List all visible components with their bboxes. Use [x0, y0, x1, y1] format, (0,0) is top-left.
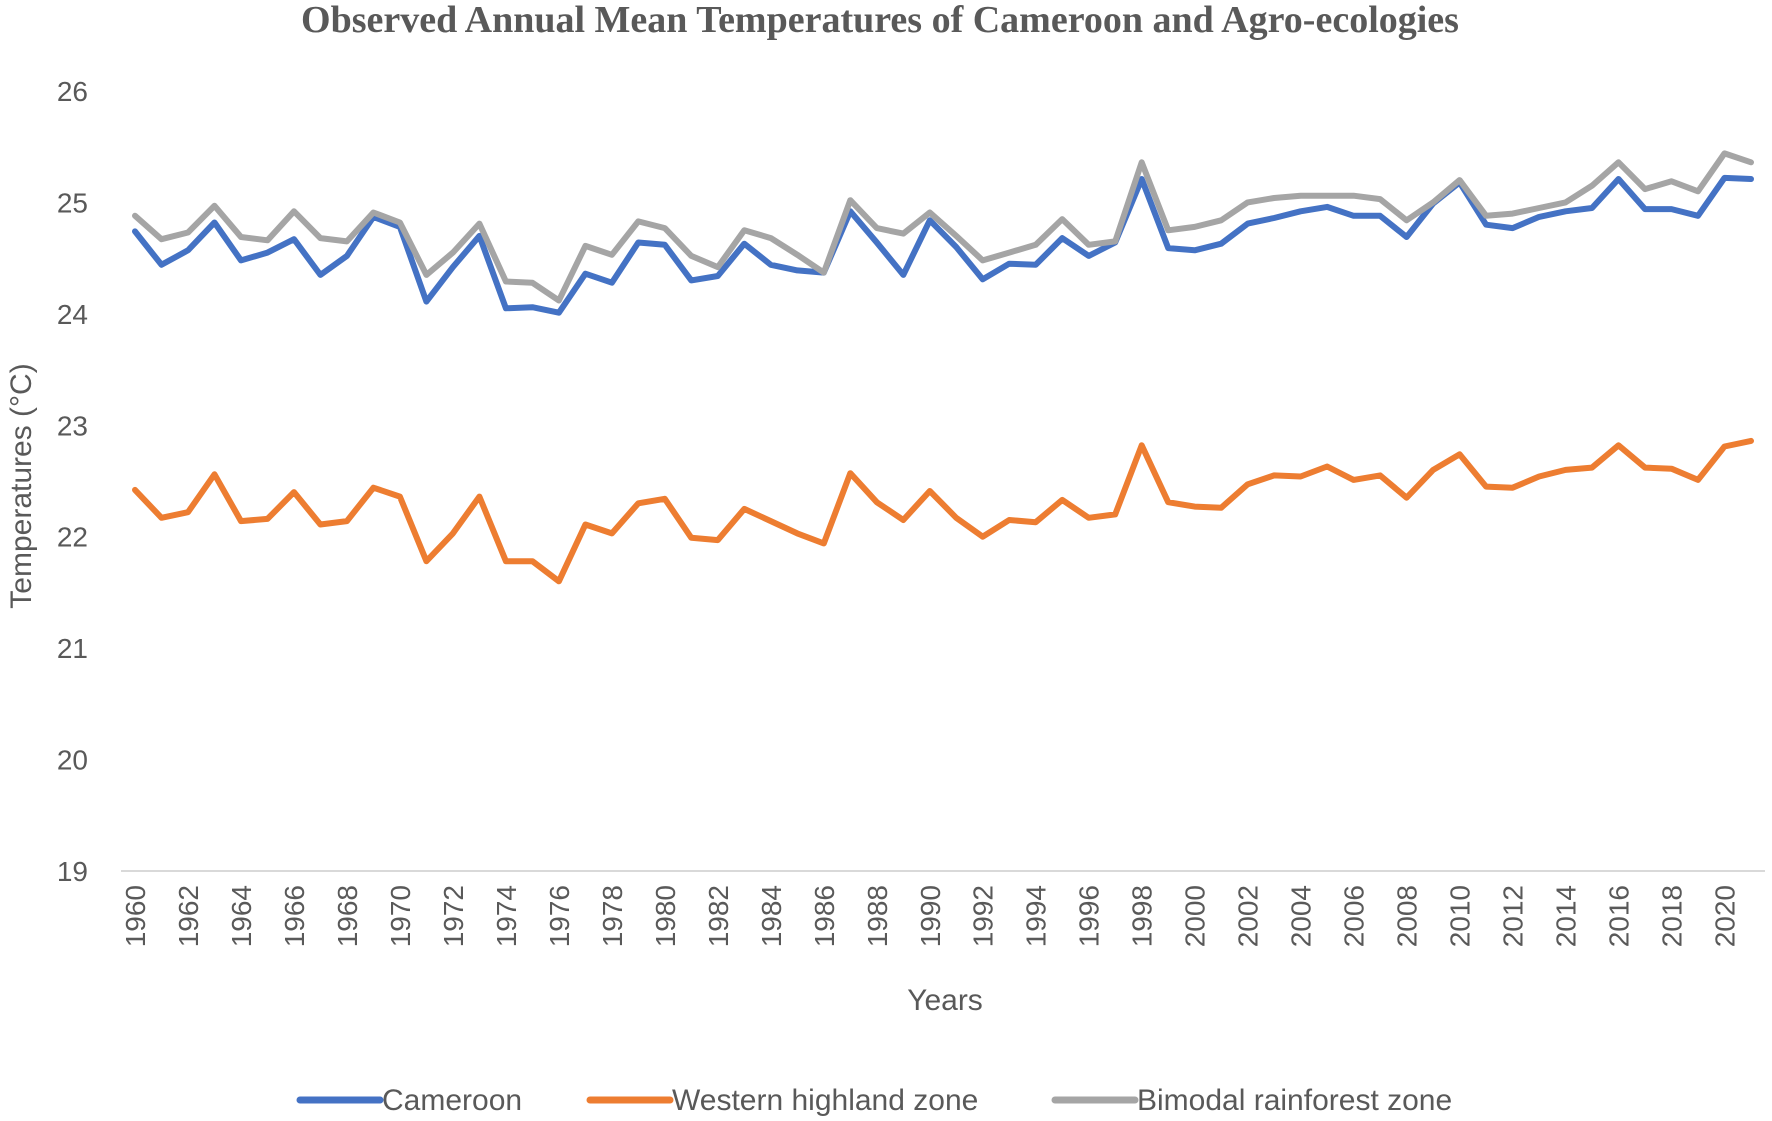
x-tick-label: 2016	[1604, 885, 1635, 947]
x-tick-label: 1990	[915, 885, 946, 947]
x-tick-label: 1972	[438, 885, 469, 947]
x-tick-label: 2006	[1339, 885, 1370, 947]
x-tick-label: 1962	[173, 885, 204, 947]
chart-title: Observed Annual Mean Temperatures of Cam…	[301, 0, 1459, 41]
x-tick-label: 1996	[1074, 885, 1105, 947]
x-axis-label: Years	[907, 984, 983, 1017]
x-tick-label: 2000	[1180, 885, 1211, 947]
x-tick-label: 2012	[1498, 885, 1529, 947]
x-tick-label: 2018	[1657, 885, 1688, 947]
y-tick-label: 26	[57, 76, 88, 107]
x-tick-label: 1964	[226, 885, 257, 947]
y-tick-label: 21	[57, 633, 88, 664]
x-axis: 1960 1962 1964 1966 1968 1970 1972 1974 1976 1978…	[120, 885, 1741, 947]
legend-label-western-highland-zone: Western highland zone	[672, 1084, 978, 1117]
x-tick-label: 1976	[544, 885, 575, 947]
y-tick-label: 22	[57, 522, 88, 553]
x-tick-label: 2004	[1286, 885, 1317, 947]
legend-label-cameroon: Cameroon	[382, 1084, 522, 1117]
y-axis-label: Temperatures (°C)	[5, 363, 38, 608]
x-tick-label: 1978	[597, 885, 628, 947]
x-tick-label: 1984	[756, 885, 787, 947]
x-tick-label: 1988	[862, 885, 893, 947]
x-tick-label: 1998	[1127, 885, 1158, 947]
x-tick-label: 1994	[1021, 885, 1052, 947]
x-tick-label: 1986	[809, 885, 840, 947]
x-tick-label: 1974	[491, 885, 522, 947]
y-tick-label: 24	[57, 299, 88, 330]
series-line-western-highland-zone	[132, 437, 1754, 585]
legend: Cameroon Western highland zone Bimodal rai…	[296, 1084, 1452, 1117]
y-tick-label: 23	[57, 410, 88, 441]
series-line-cameroon	[132, 174, 1754, 316]
y-tick-label: 19	[57, 856, 88, 887]
legend-label-bimodal-rainforest-zone: Bimodal rainforest zone	[1137, 1084, 1452, 1117]
x-tick-label: 2002	[1233, 885, 1264, 947]
series-line-bimodal-rainforest-zone	[132, 150, 1754, 304]
x-tick-label: 1982	[703, 885, 734, 947]
x-tick-label: 2010	[1445, 885, 1476, 947]
y-axis: 19 20 21 22 23 24 25 26	[57, 76, 88, 887]
x-tick-label: 1960	[120, 885, 151, 947]
y-tick-label: 20	[57, 745, 88, 776]
y-tick-label: 25	[57, 187, 88, 218]
x-tick-label: 2020	[1710, 885, 1741, 947]
x-tick-label: 1980	[650, 885, 681, 947]
x-tick-label: 1970	[385, 885, 416, 947]
x-tick-label: 2008	[1392, 885, 1423, 947]
x-tick-label: 1966	[279, 885, 310, 947]
series-layer	[132, 150, 1754, 585]
x-tick-label: 1968	[332, 885, 363, 947]
x-tick-label: 2014	[1551, 885, 1582, 947]
x-tick-label: 1992	[968, 885, 999, 947]
